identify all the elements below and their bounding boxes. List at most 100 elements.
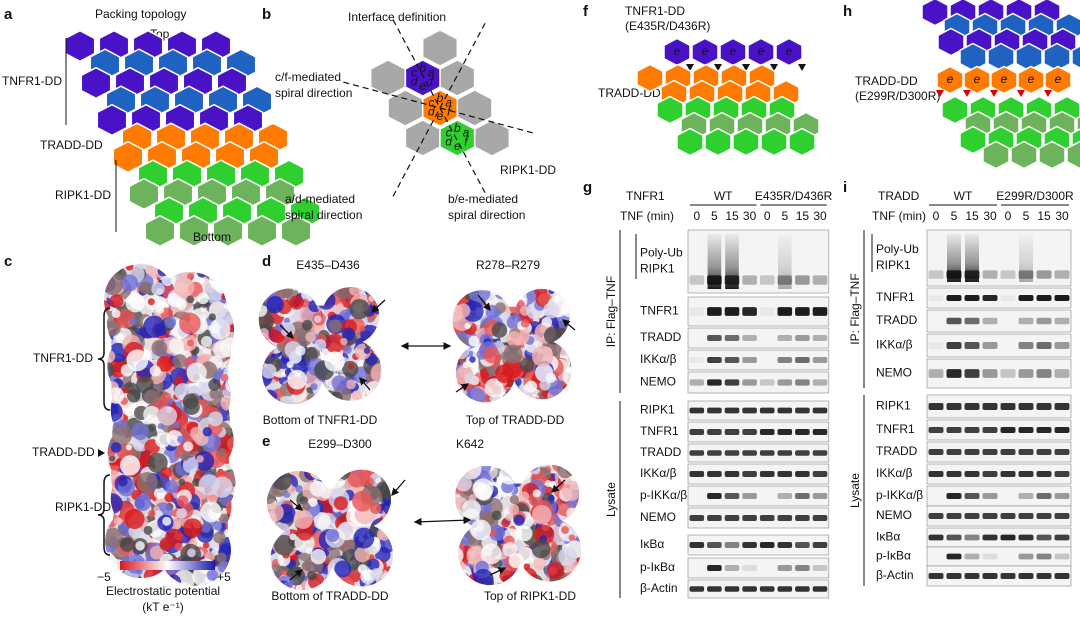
surface-patch [503,464,514,471]
surface-patch [546,561,564,579]
band [928,573,944,579]
hexagon [959,42,987,72]
surface-patch [168,338,185,354]
band [742,307,757,316]
surface [267,469,393,590]
surface-patch [165,480,179,494]
marker-triangle [1044,90,1052,97]
surface-patch [189,426,203,440]
band [777,357,793,363]
band [1000,573,1016,579]
surface-patch [349,298,370,320]
surface-patch [328,319,342,333]
surface-patch [312,390,330,405]
hexagon [937,27,965,57]
surface-patch [225,377,236,393]
hexagon [280,214,312,248]
surface-patch [267,562,271,569]
hexagon [1010,140,1038,170]
surface-patch [340,522,350,532]
band [795,471,810,477]
surface-patch [143,525,153,535]
band [777,542,793,548]
surface-patch [226,412,235,421]
surface-patch [159,537,174,551]
band [742,493,757,499]
band [724,586,740,592]
band [689,407,705,414]
row-label: TNFR1 [876,290,915,304]
surface-patch [258,389,267,402]
surface-patch [259,328,269,338]
band [777,450,793,456]
row-label: IKKα/β [876,338,913,352]
surface-patch [266,295,284,314]
hex-letter: e [674,44,681,58]
surface-patch [558,546,578,566]
surface-patch [465,387,486,403]
band [1036,342,1052,349]
surface-patch [273,534,295,556]
surface-patch [261,389,278,405]
surface-patch [509,494,520,505]
surface-patch [354,546,371,563]
smear [707,234,722,289]
surface-patch [455,520,463,530]
surface-patch [105,320,121,337]
label: 30 [743,209,757,223]
surface-patch [157,423,164,430]
hex-letter: e [419,79,426,93]
surface-patch [462,499,481,519]
band [812,429,828,435]
surface-patch [213,275,232,294]
surface-patch [267,526,277,541]
surface-patch [342,345,352,355]
arrow [489,567,507,576]
surface-patch [125,444,133,451]
band [1018,342,1034,349]
surface-patch [119,455,141,476]
surface-patch [506,331,523,347]
hexagon [704,127,732,157]
surface [452,288,572,403]
blot [687,557,830,579]
band [724,493,740,499]
band [964,369,980,378]
surface-patch [519,491,530,502]
label: TRADD-DD [40,138,103,152]
band [724,307,740,316]
hex-letter: e [702,44,709,58]
surface-patch [548,288,555,295]
band [982,317,998,325]
label: TNFR1 [626,189,665,203]
surface-patch [495,364,514,384]
surface-patch [347,469,367,488]
label: Packing topology [95,7,186,21]
hex-letter: e [730,44,737,58]
band [742,379,757,386]
label: +5 [217,570,231,584]
smear [947,234,961,282]
band [1036,534,1052,541]
surface-patch [202,542,210,549]
hexagon [1071,45,1080,69]
surface-patch [200,501,222,523]
surface-patch [368,295,375,302]
hex-letter: e [1001,72,1008,86]
surface-patch [319,469,337,481]
surface-patch [544,480,552,488]
hexagon [636,63,664,93]
surface-patch [120,274,139,292]
surface-patch [149,545,164,560]
label: 15 [1037,209,1051,223]
surface-patch [104,368,110,376]
label: 5 [781,209,788,223]
blot [687,421,830,443]
surface-patch [267,572,275,587]
band [964,534,980,541]
surface-patch [489,288,501,296]
surface-patch [364,477,375,487]
surface-patch [363,395,378,405]
hex-letter: c [428,96,434,110]
surface-patch [455,474,472,492]
